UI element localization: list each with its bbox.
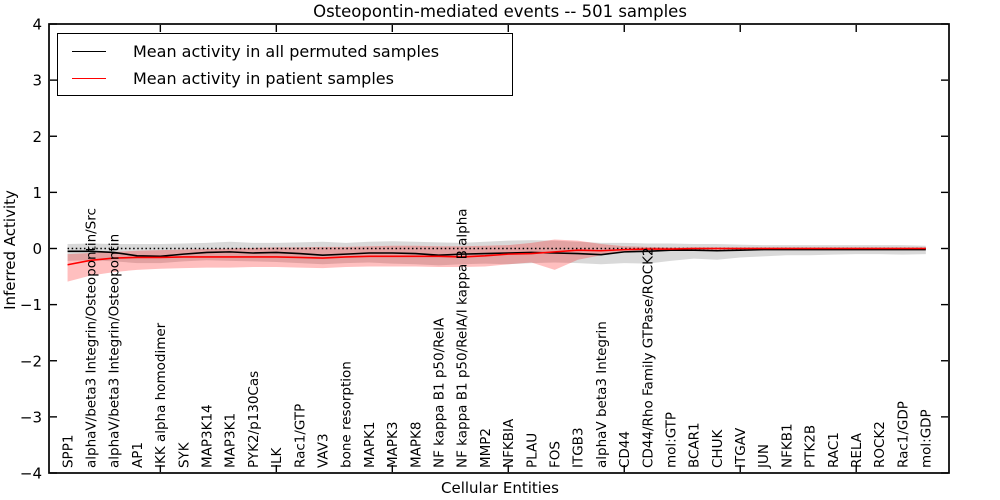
y-tick-label: 2 <box>32 128 42 146</box>
category-label: mol:GDP <box>919 409 935 468</box>
category-label: FOS <box>547 441 563 468</box>
legend-line-patient-icon <box>72 78 106 79</box>
category-label: MAPK1 <box>362 422 378 468</box>
category-label: MAP3K14 <box>200 404 216 468</box>
category-label: JUN <box>756 444 772 469</box>
legend-label-patient: Mean activity in patient samples <box>133 69 394 88</box>
legend-item-patient: Mean activity in patient samples <box>72 65 512 92</box>
patient-mean-line <box>67 247 926 266</box>
category-label: NF kappa B1 p50/RelA <box>431 317 447 468</box>
category-label: PTK2B <box>803 425 819 468</box>
category-label: VAV3 <box>316 433 332 468</box>
category-label: Rac1/GTP <box>292 404 308 468</box>
category-label: MAPK8 <box>408 422 424 468</box>
category-label: MAPK3 <box>385 422 401 468</box>
category-label: CD44 <box>617 431 633 468</box>
legend-label-permuted: Mean activity in all permuted samples <box>133 42 440 61</box>
y-tick-label: 0 <box>32 240 42 258</box>
category-label: mol:GTP <box>663 412 679 468</box>
category-label: CHUK <box>710 429 726 468</box>
y-tick-label: −4 <box>20 465 42 483</box>
axes-frame <box>48 23 950 474</box>
y-tick-label: 3 <box>32 72 42 90</box>
category-label: SYK <box>176 441 192 468</box>
category-label: alphaV/beta3 Integrin/Osteopontin/Src <box>84 208 100 468</box>
permuted-mean-line <box>67 248 926 258</box>
y-axis-label: Inferred Activity <box>1 190 19 310</box>
category-label: NFKBIA <box>501 418 517 468</box>
legend-item-permuted: Mean activity in all permuted samples <box>72 38 512 65</box>
category-label: ITGB3 <box>571 427 587 468</box>
category-label: PLAU <box>524 433 540 468</box>
category-label: alphaV/beta3 Integrin/Osteopontin <box>107 234 123 468</box>
y-tick-label: 1 <box>32 184 42 202</box>
category-label: RELA <box>849 432 865 468</box>
y-tick-label: −2 <box>20 352 42 370</box>
category-label: NF kappa B1 p50/RelA/I kappa B alpha <box>455 208 471 468</box>
legend: Mean activity in all permuted samples Me… <box>57 33 513 96</box>
x-axis-label: Cellular Entities <box>441 479 559 497</box>
chart-title: Osteopontin-mediated events -- 501 sampl… <box>313 2 687 21</box>
category-label: BCAR1 <box>687 422 703 468</box>
category-label: MMP2 <box>478 428 494 468</box>
category-label: ROCK2 <box>872 421 888 468</box>
category-label: MAP3K1 <box>223 413 239 468</box>
category-label: ITGAV <box>733 427 749 468</box>
y-tick-label: −3 <box>20 408 42 426</box>
category-label: AP1 <box>130 442 146 468</box>
category-label: ILK <box>269 446 285 468</box>
legend-line-permuted-icon <box>72 51 106 52</box>
category-label: Rac1/GDP <box>895 401 911 468</box>
category-label: CD44/Rho Family GTPase/ROCK2 <box>640 247 656 468</box>
category-label: PYK2/p130Cas <box>246 371 262 468</box>
category-label: alphaV beta3 Integrin <box>594 321 610 468</box>
category-label: RAC1 <box>826 432 842 468</box>
category-label: IKK alpha homodimer <box>153 322 169 468</box>
y-tick-label: 4 <box>32 16 42 34</box>
category-label: NFKB1 <box>779 423 795 468</box>
y-tick-label: −1 <box>20 296 42 314</box>
category-label: SPP1 <box>60 435 76 468</box>
category-label: bone resorption <box>339 361 355 468</box>
